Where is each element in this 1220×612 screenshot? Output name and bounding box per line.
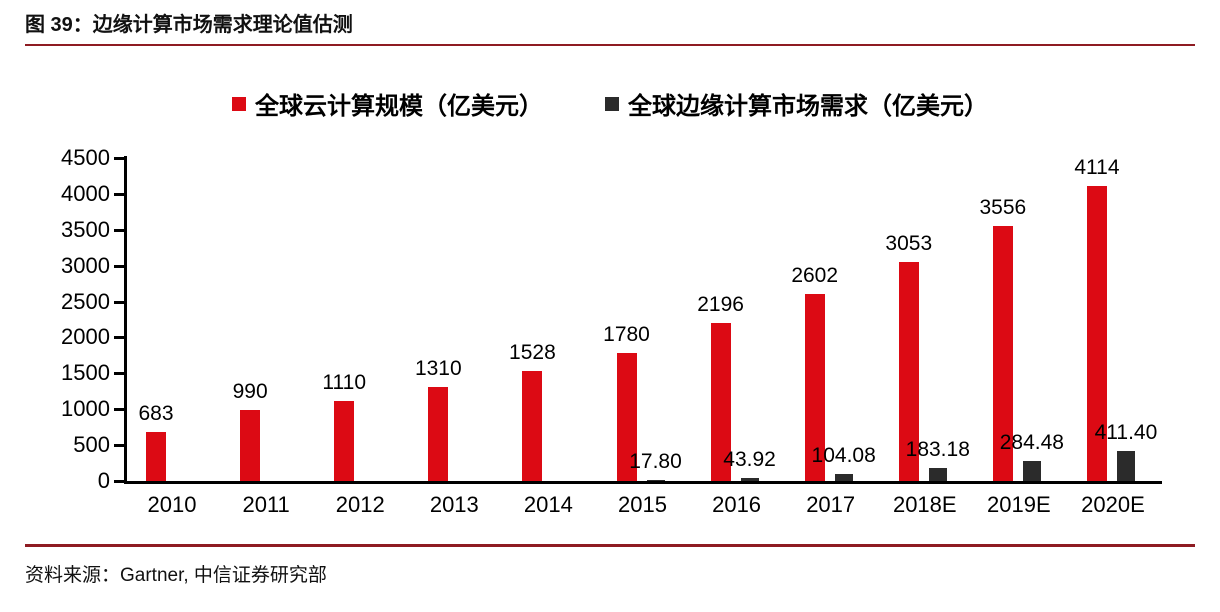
y-tick-3500 [114, 228, 124, 232]
x-tick-label-2013: 2013 [429, 492, 479, 517]
bar-edge-2019E [1022, 460, 1041, 481]
legend-marker-edge-icon [605, 96, 619, 111]
bar-cloud-2020E [1086, 185, 1107, 481]
bar-cloud-2011 [240, 409, 261, 481]
y-tick-3000 [114, 264, 124, 268]
y-tick-1000 [114, 408, 124, 412]
bar-label-edge-2017: 104.08 [811, 443, 876, 467]
chart-legend: 全球云计算规模（亿美元） 全球边缘计算市场需求（亿美元） [0, 86, 1220, 121]
bar-label-cloud-2011: 990 [232, 379, 268, 403]
bar-label-cloud-2015: 1780 [603, 323, 650, 347]
legend-item-cloud: 全球云计算规模（亿美元） [232, 86, 543, 121]
bar-cloud-2014 [522, 371, 543, 481]
bar-cloud-2018E [898, 261, 919, 481]
bar-cloud-2010 [146, 431, 167, 481]
y-tick-label-3000: 3000 [61, 252, 110, 278]
y-axis-line [124, 156, 127, 484]
x-tick-label-2014: 2014 [523, 492, 573, 517]
y-tick-label-500: 500 [73, 432, 110, 458]
title-separator-line [25, 44, 1195, 46]
bar-label-cloud-2016: 2196 [697, 293, 744, 317]
bar-label-cloud-2013: 1310 [414, 356, 462, 380]
y-tick-label-2500: 2500 [61, 288, 110, 314]
y-tick-0 [114, 480, 124, 483]
bar-edge-2020E [1116, 451, 1135, 481]
legend-item-edge: 全球边缘计算市场需求（亿美元） [605, 86, 988, 121]
x-tick-label-2018E: 2018E [892, 492, 957, 517]
x-tick-label-2015: 2015 [618, 492, 667, 517]
bar-cloud-2012 [334, 401, 355, 481]
bar-label-cloud-2014: 1528 [509, 341, 556, 365]
bar-label-edge-2019E: 284.48 [999, 430, 1064, 454]
y-tick-label-4000: 4000 [61, 180, 110, 206]
bar-label-edge-2018E: 183.18 [905, 437, 970, 461]
bar-edge-2015 [646, 479, 665, 481]
bar-cloud-2015 [616, 353, 637, 481]
bar-cloud-2017 [804, 294, 825, 481]
legend-label-cloud: 全球云计算规模（亿美元） [255, 93, 543, 120]
x-axis-line [124, 481, 1162, 484]
y-tick-4000 [114, 192, 124, 196]
y-tick-500 [114, 444, 124, 448]
x-tick-label-2020E: 2020E [1081, 492, 1145, 517]
bar-label-edge-2016: 43.92 [723, 447, 776, 471]
y-tick-label-4500: 4500 [61, 145, 110, 170]
y-tick-label-2000: 2000 [61, 324, 110, 350]
bar-edge-2016 [740, 477, 759, 481]
bar-cloud-2013 [428, 386, 449, 481]
legend-marker-cloud-icon [232, 96, 246, 111]
bar-label-cloud-2012: 1110 [322, 371, 367, 395]
source-attribution: 资料来源：Gartner, 中信证券研究部 [25, 565, 327, 586]
bar-edge-2018E [928, 467, 947, 481]
bar-edge-2017 [834, 473, 853, 481]
bar-cloud-2019E [992, 225, 1013, 481]
bar-label-cloud-2010: 683 [138, 401, 174, 425]
legend-label-edge: 全球边缘计算市场需求（亿美元） [628, 93, 988, 120]
bar-label-cloud-2019E: 3556 [979, 195, 1027, 219]
x-tick-label-2016: 2016 [712, 492, 762, 517]
bar-label-edge-2020E: 411.40 [1094, 421, 1158, 445]
x-tick-label-2010: 2010 [147, 492, 197, 517]
y-tick-1500 [114, 372, 124, 376]
x-tick-label-2012: 2012 [335, 492, 385, 517]
y-tick-label-3500: 3500 [61, 216, 110, 242]
bar-label-cloud-2017: 2602 [791, 264, 839, 288]
bar-label-cloud-2020E: 4114 [1074, 155, 1120, 179]
x-tick-label-2017: 2017 [806, 492, 856, 517]
x-tick-label-2011: 2011 [242, 492, 290, 517]
y-tick-label-0: 0 [97, 468, 110, 493]
bottom-separator-line [25, 544, 1195, 547]
figure-title: 图 39：边缘计算市场需求理论值估测 [25, 14, 353, 36]
bar-label-cloud-2018E: 3053 [885, 231, 933, 255]
y-tick-2500 [114, 300, 124, 304]
y-tick-label-1500: 1500 [61, 360, 110, 386]
y-tick-2000 [114, 336, 124, 340]
bar-label-edge-2015: 17.80 [629, 449, 682, 473]
bar-cloud-2016 [710, 323, 731, 481]
x-tick-label-2019E: 2019E [987, 492, 1051, 517]
y-tick-label-1000: 1000 [61, 396, 110, 422]
y-tick-4500 [114, 157, 124, 160]
